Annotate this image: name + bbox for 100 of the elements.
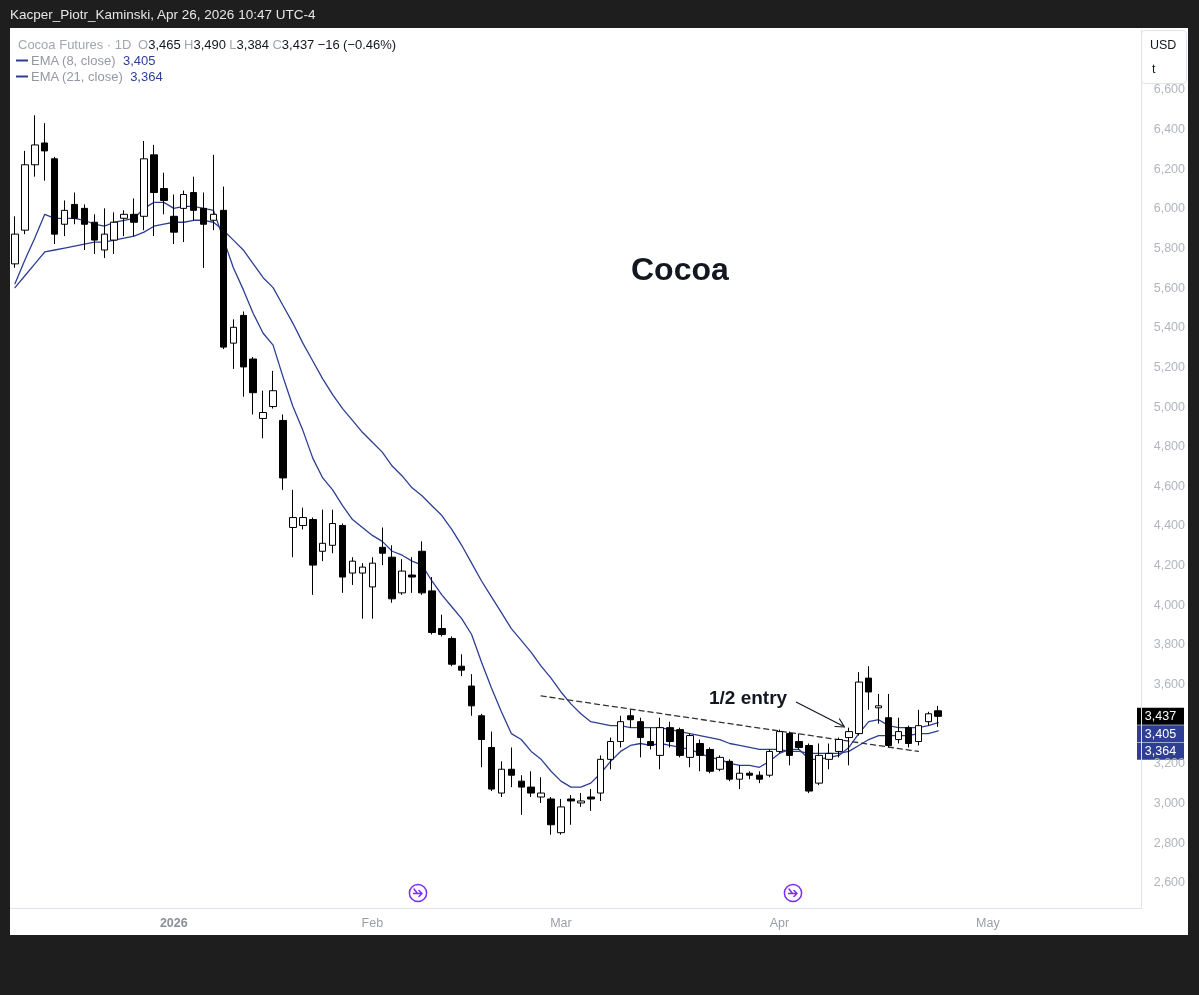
- candlestick: [249, 356, 257, 415]
- candlestick: [289, 489, 297, 558]
- candlestick: [339, 523, 346, 594]
- text: t: [1152, 62, 1156, 76]
- text: Cocoa Futures · 1D: [18, 37, 132, 52]
- candlestick: [468, 673, 475, 717]
- x-tick-label: Mar: [550, 915, 572, 930]
- candlestick: [577, 792, 585, 808]
- candlestick: [547, 796, 555, 836]
- candlestick: [597, 754, 604, 802]
- candlestick: [805, 743, 813, 794]
- candlestick: [676, 727, 684, 758]
- candlestick: [329, 509, 336, 554]
- candlestick: [71, 192, 78, 225]
- candlestick: [835, 737, 843, 758]
- x-tick-label: Feb: [361, 915, 384, 930]
- candlestick: [428, 576, 436, 635]
- candlestick: [61, 199, 68, 237]
- y-tick-label: 3,000: [1153, 795, 1186, 810]
- y-tick-label: 5,400: [1153, 320, 1186, 335]
- candlestick: [567, 794, 575, 826]
- candlestick: [617, 715, 624, 748]
- candlestick: [637, 717, 644, 758]
- candlestick: [349, 556, 356, 586]
- candlestick: [150, 144, 158, 237]
- candlestick: [210, 154, 217, 231]
- candlestick: [786, 731, 793, 766]
- candlestick: [815, 743, 823, 786]
- candlestick: [269, 370, 277, 410]
- candlestick: [220, 186, 227, 350]
- candlestick: [895, 717, 902, 744]
- candlestick: [845, 727, 853, 766]
- candlestick: [508, 746, 515, 788]
- candlestick: [299, 507, 307, 530]
- candlestick: [736, 764, 743, 790]
- candlestick: [795, 733, 803, 750]
- candlestick: [388, 544, 396, 604]
- text: 3,364: [1144, 744, 1177, 759]
- candlestick: [200, 192, 207, 269]
- y-tick-label: 5,800: [1153, 241, 1186, 256]
- candlestick: [438, 614, 446, 637]
- text: Cocoa: [631, 251, 729, 287]
- candlestick: [716, 754, 724, 772]
- y-tick-label: 4,200: [1153, 558, 1186, 573]
- y-tick-label: 4,400: [1153, 518, 1186, 533]
- candlestick: [825, 743, 833, 770]
- candlestick: [776, 729, 783, 754]
- candlestick: [666, 721, 674, 748]
- y-tick-label: 6,400: [1153, 122, 1186, 137]
- y-tick-label: 4,800: [1153, 439, 1186, 454]
- candlestick: [696, 739, 704, 772]
- candlestick: [130, 197, 138, 237]
- candlestick: [448, 635, 456, 667]
- candlestick: [726, 758, 733, 782]
- candlestick: [746, 770, 753, 780]
- y-tick-label: 6,600: [1153, 82, 1186, 97]
- candlestick: [537, 776, 545, 804]
- y-tick-label: 6,200: [1153, 161, 1186, 176]
- candlestick: [706, 746, 714, 774]
- y-tick-label: 5,600: [1153, 280, 1186, 295]
- annotation: 3,405: [122, 53, 156, 68]
- candlestick: [607, 737, 614, 770]
- candlestick: [230, 318, 237, 370]
- x-tick-label: 2026: [159, 915, 188, 930]
- candlestick: [110, 211, 118, 255]
- candlestick: [160, 172, 168, 215]
- candlestick: [120, 209, 128, 237]
- legend-label: EMA (21, close): [31, 69, 123, 84]
- candlestick: [647, 727, 654, 750]
- candlestick: [91, 213, 98, 255]
- y-tick-label: 2,800: [1153, 835, 1186, 850]
- candlestick: [478, 713, 485, 768]
- candlestick: [518, 774, 525, 816]
- candlestick: [259, 390, 267, 439]
- text: 3,405: [1144, 726, 1177, 741]
- x-tick-label: Apr: [769, 915, 790, 930]
- y-tick-label: 5,000: [1153, 399, 1186, 414]
- candlestick: [398, 558, 406, 596]
- candlestick: [180, 190, 187, 243]
- y-tick-label: 2,600: [1153, 875, 1186, 890]
- candlestick: [81, 203, 88, 251]
- text: Kacper_Piotr_Kaminski, Apr 26, 2026 10:47 UTC-4: [10, 7, 316, 22]
- candlestick: [766, 748, 773, 778]
- candlestick: [656, 717, 664, 770]
- candlestick: [627, 709, 634, 729]
- x-tick-label: May: [976, 915, 1001, 930]
- candlestick: [855, 671, 863, 737]
- candlestick: [557, 798, 565, 836]
- candlestick: [934, 705, 942, 728]
- candlestick: [170, 194, 178, 245]
- candlestick: [319, 509, 326, 562]
- candlestick: [885, 693, 892, 748]
- candlestick: [408, 556, 416, 594]
- y-tick-label: 6,000: [1153, 201, 1186, 216]
- candlestick: [240, 310, 247, 398]
- candlestick: [309, 517, 317, 596]
- annotation: 3,364: [130, 69, 163, 84]
- candlestick: [527, 770, 535, 798]
- text: O3,465 H3,490 L3,384 C3,437 −16 (−0.46%): [138, 37, 397, 52]
- candlestick: [31, 114, 39, 178]
